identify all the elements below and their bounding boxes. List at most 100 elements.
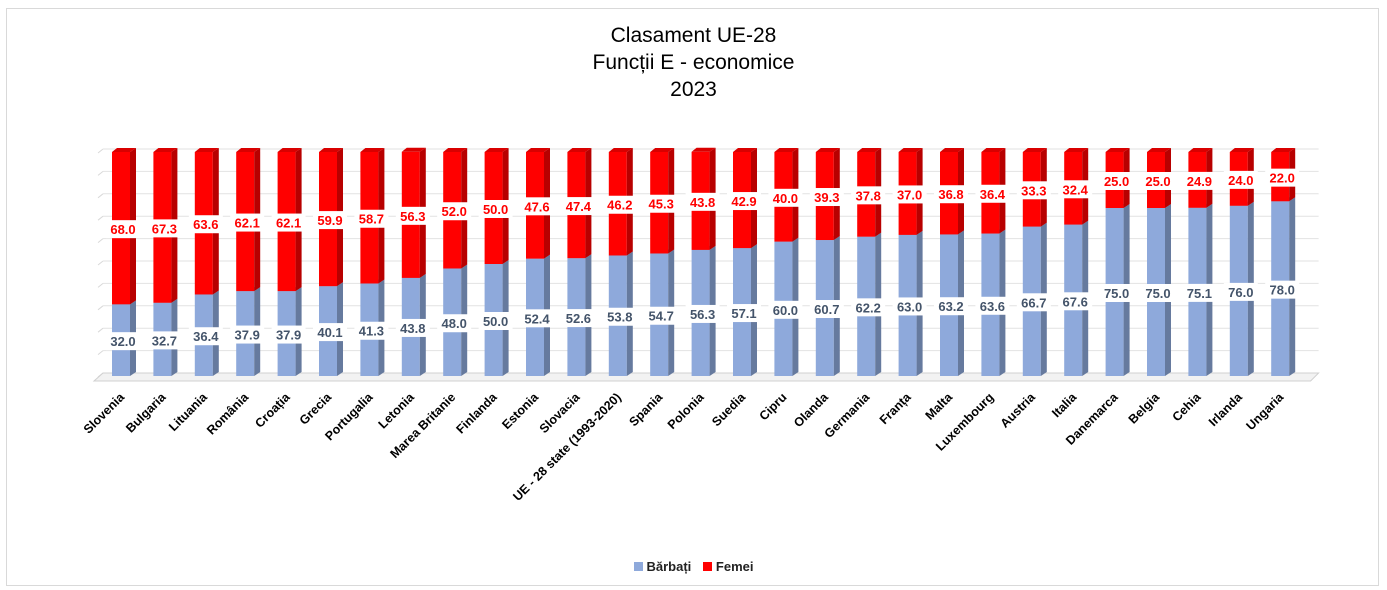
x-tick-label: Cipru	[757, 390, 790, 423]
data-label-barbati: 75.0	[1104, 286, 1129, 301]
gridline-side	[97, 350, 104, 355]
x-tick-label: Letonia	[376, 389, 418, 431]
data-label-femei: 37.8	[856, 188, 881, 203]
data-label-femei: 62.1	[276, 216, 301, 231]
gridline-side	[97, 327, 104, 333]
data-label-barbati: 62.2	[856, 300, 881, 315]
bar-top	[1229, 148, 1254, 152]
bar-top	[112, 148, 136, 152]
data-label-box	[727, 304, 761, 323]
data-label-box	[1223, 282, 1258, 301]
data-label-barbati: 76.0	[1228, 285, 1253, 300]
data-label-box	[188, 215, 223, 234]
data-label-box	[644, 306, 679, 325]
bar-top	[815, 148, 840, 152]
data-label-barbati: 32.0	[110, 334, 135, 349]
gridline-side	[97, 238, 104, 243]
data-label-barbati: 75.0	[1145, 286, 1170, 301]
bar-top	[940, 148, 964, 152]
bar-top	[898, 148, 923, 152]
x-tick-label: Ungaria	[1244, 389, 1288, 433]
x-tick-label: Polonia	[665, 389, 708, 432]
data-label-box	[892, 185, 927, 204]
data-label-box	[1058, 292, 1093, 311]
data-label-femei: 68.0	[110, 222, 135, 237]
data-label-box	[106, 332, 140, 351]
data-label-box	[437, 314, 472, 333]
data-label-femei: 63.6	[193, 217, 218, 232]
data-label-box	[602, 195, 637, 214]
bar-top	[360, 148, 385, 152]
bar-top	[236, 148, 261, 152]
data-label-box	[437, 202, 472, 221]
x-tick-label: Austria	[998, 389, 1039, 430]
legend-item-barbati[interactable]: Bărbați	[633, 559, 691, 574]
data-label-femei: 22.0	[1270, 171, 1295, 186]
data-label-box	[561, 309, 596, 328]
x-tick-label: România	[204, 389, 252, 437]
chart-legend: Bărbați Femei	[0, 559, 1387, 574]
data-label-barbati: 52.4	[524, 311, 550, 326]
chart-title-line-1: Clasament UE-28	[610, 24, 777, 47]
bar-top	[1022, 148, 1047, 152]
data-label-femei: 36.4	[980, 187, 1006, 202]
chart-title-line-3: 2023	[670, 78, 717, 101]
x-tick-label: Croația	[252, 389, 293, 430]
data-label-box	[768, 188, 803, 207]
data-label-box	[147, 331, 182, 350]
data-label-barbati: 63.6	[980, 299, 1005, 314]
data-label-barbati: 60.7	[814, 302, 839, 317]
chart-floor	[92, 372, 1320, 382]
bar-top	[153, 148, 178, 152]
data-label-barbati: 36.4	[193, 329, 219, 344]
data-label-barbati: 41.3	[359, 324, 384, 339]
data-label-barbati: 52.6	[566, 311, 591, 326]
data-label-box	[478, 312, 513, 330]
data-label-box	[561, 197, 596, 216]
data-label-femei: 37.0	[897, 187, 922, 202]
bar-top	[733, 148, 757, 152]
data-label-barbati: 37.9	[235, 328, 260, 343]
bar-top	[691, 147, 716, 152]
data-label-barbati: 63.0	[897, 299, 922, 314]
data-label-box	[1141, 284, 1175, 302]
x-tick-label: Olanda	[791, 389, 832, 430]
x-tick-label: Estonia	[499, 389, 542, 432]
data-label-box	[1265, 280, 1300, 299]
data-label-box	[809, 188, 844, 207]
gridline-side	[97, 215, 104, 221]
data-label-box	[395, 206, 430, 225]
bar-top	[443, 148, 468, 152]
bar-top	[857, 148, 882, 152]
bar-top	[319, 148, 343, 152]
data-label-box	[520, 197, 554, 216]
x-tick-label: Italia	[1049, 389, 1080, 420]
legend-item-femei[interactable]: Femei	[702, 559, 754, 574]
data-label-box	[1016, 293, 1051, 312]
data-label-barbati: 32.7	[152, 333, 177, 348]
data-label-barbati: 78.0	[1270, 283, 1295, 298]
data-label-box	[271, 325, 306, 344]
data-label-barbati: 37.9	[276, 328, 301, 343]
data-label-femei: 39.3	[814, 190, 839, 205]
data-label-femei: 24.9	[1187, 174, 1212, 189]
x-tick-label: Cehia	[1170, 389, 1205, 424]
bar-top	[608, 148, 633, 152]
data-label-box	[313, 323, 347, 342]
data-label-box	[313, 211, 347, 230]
bar-top	[401, 147, 426, 152]
data-label-barbati: 54.7	[649, 309, 674, 324]
chart-title-line-2: Funcții E - economice	[592, 51, 795, 74]
data-label-box	[685, 192, 720, 211]
bar-top	[981, 148, 1006, 152]
data-label-box	[644, 194, 679, 213]
data-label-femei: 32.4	[1063, 182, 1089, 197]
legend-label-femei: Femei	[715, 559, 754, 574]
data-label-box	[1016, 181, 1051, 200]
data-label-barbati: 43.8	[400, 321, 425, 336]
data-label-femei: 40.0	[773, 191, 798, 206]
data-label-box	[354, 321, 389, 340]
data-label-femei: 43.8	[690, 195, 715, 210]
data-label-barbati: 50.0	[483, 314, 508, 329]
data-label-box	[1099, 172, 1134, 190]
